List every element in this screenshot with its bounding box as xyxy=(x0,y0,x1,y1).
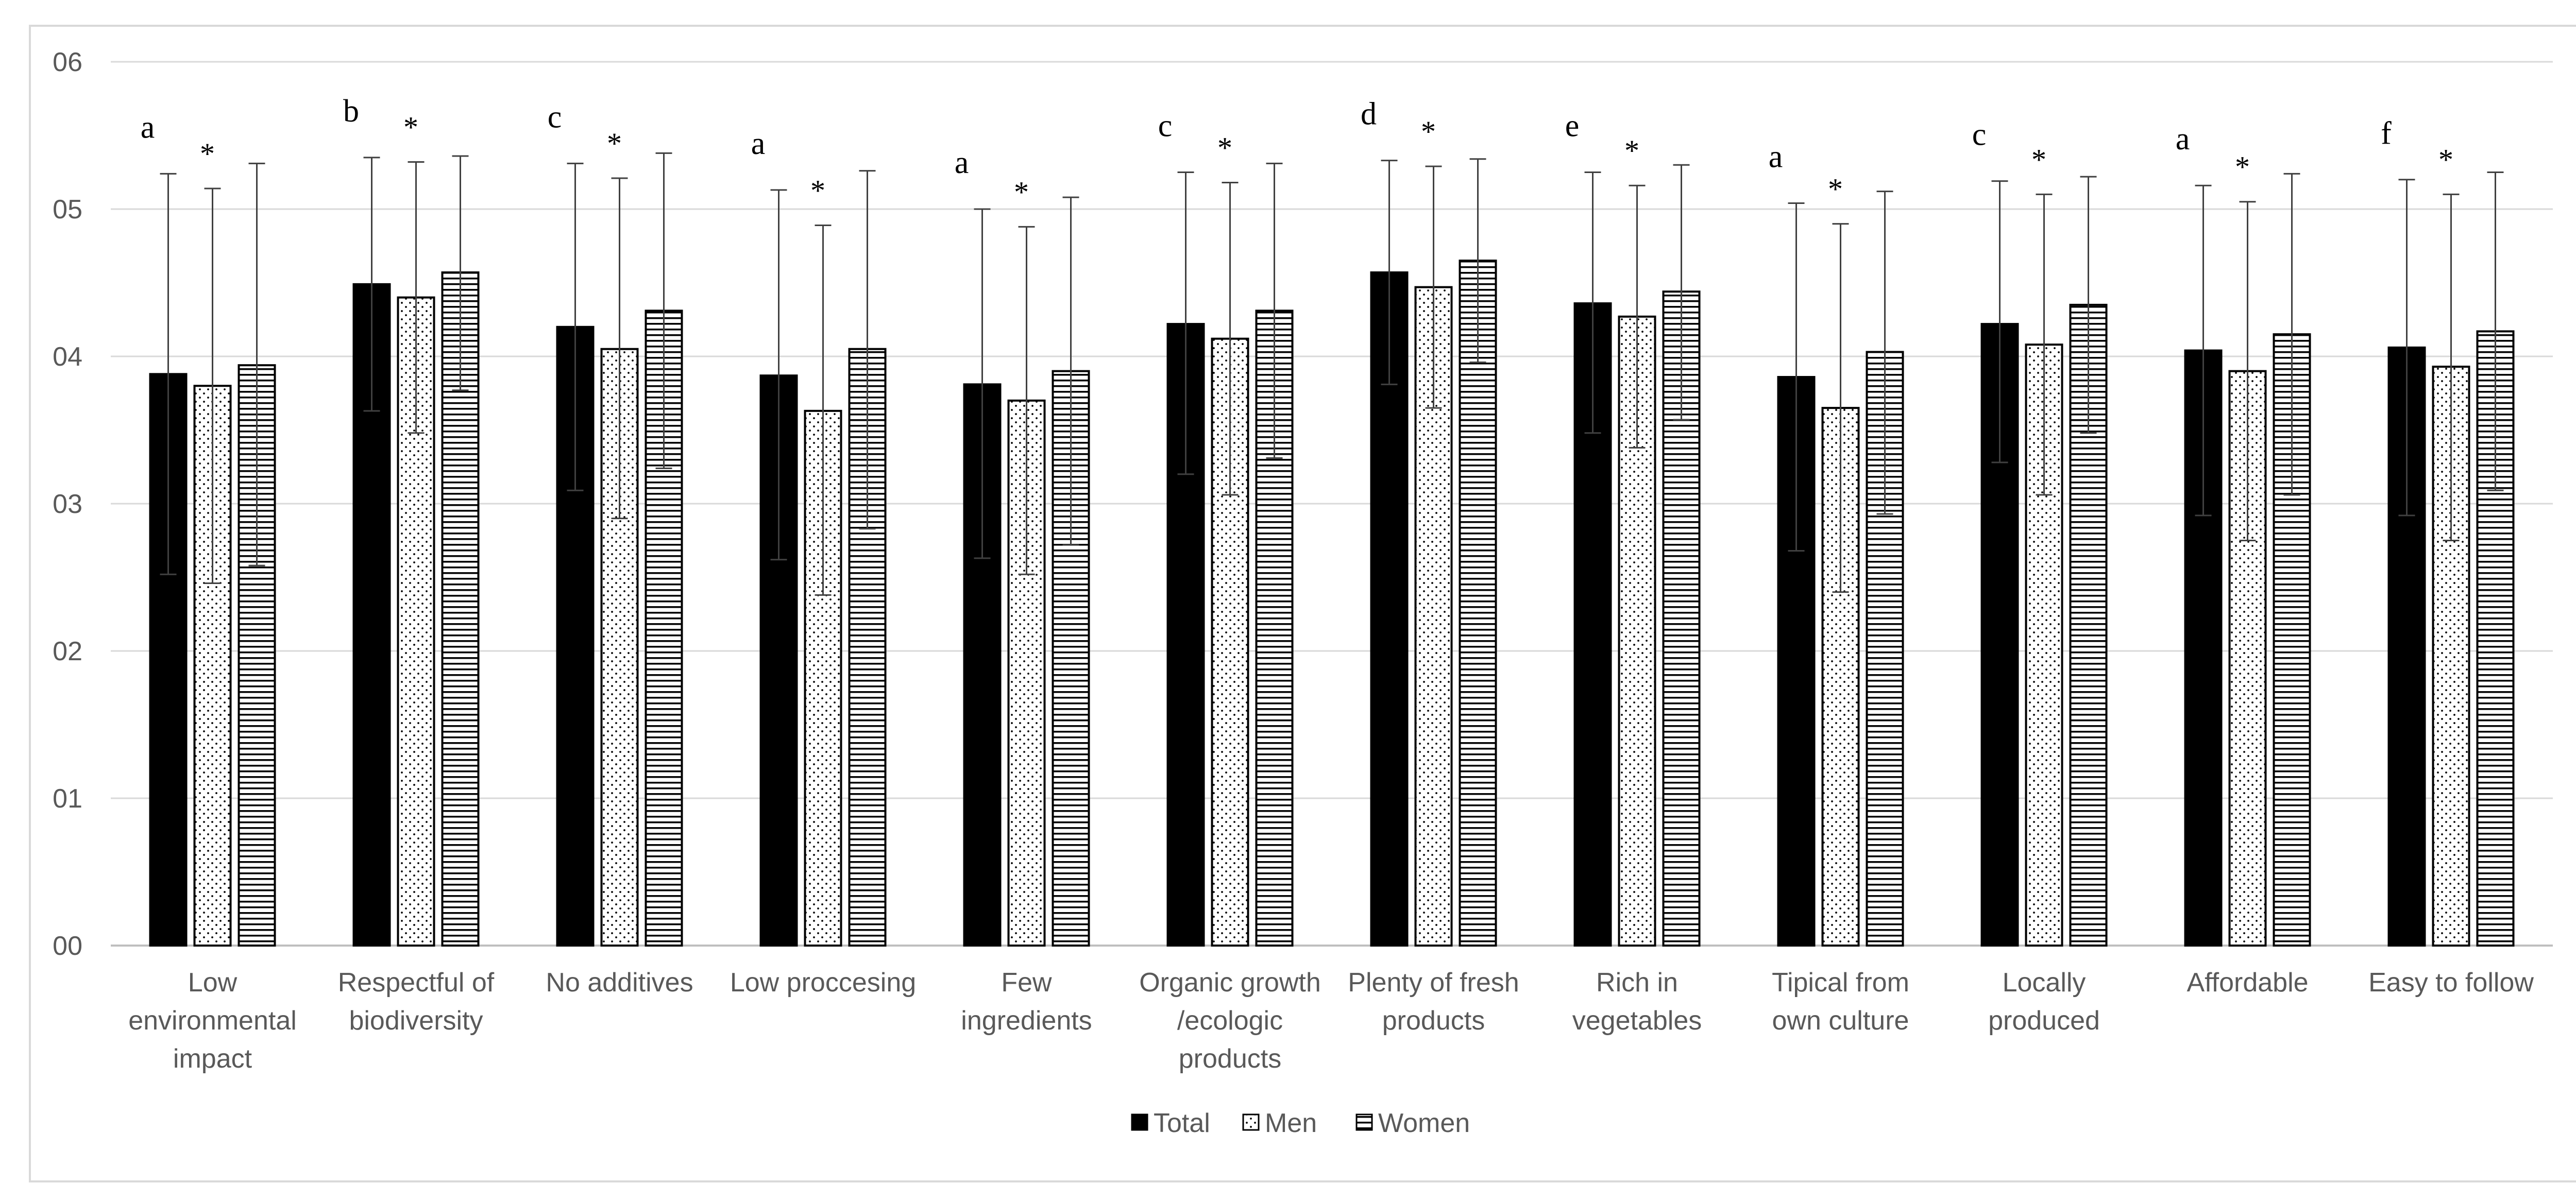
x-tick-label-line: Few xyxy=(1001,968,1052,998)
significance-star: * xyxy=(1828,173,1843,206)
significance-letter: a xyxy=(141,110,155,145)
significance-star: * xyxy=(403,110,418,144)
x-tick-label-line: Easy to follow xyxy=(2368,968,2534,998)
error-bars xyxy=(160,152,2504,596)
significance-letter: c xyxy=(1158,109,1173,144)
x-tick-label-line: No additives xyxy=(546,968,693,998)
x-tick-label-line: Affordable xyxy=(2187,968,2308,998)
legend-swatch-total xyxy=(1131,1113,1148,1131)
significance-star: * xyxy=(2438,143,2453,176)
x-tick-label: Plenty of fresh products xyxy=(1348,968,1519,1036)
legend-swatch-women xyxy=(1355,1113,1373,1131)
bar-total xyxy=(1370,271,1409,947)
significance-letter: c xyxy=(1972,117,1987,152)
significance-star: * xyxy=(2031,143,2046,176)
significance-letter: f xyxy=(2381,116,2392,151)
significance-letter: c xyxy=(548,99,562,134)
x-tick-label-line: own culture xyxy=(1772,1006,1909,1036)
significance-letter: b xyxy=(343,94,359,129)
x-tick-label: Affordable xyxy=(2187,968,2308,998)
legend-label-total: Total xyxy=(1154,1108,1210,1138)
x-tick-label-line: products xyxy=(1382,1006,1485,1036)
legend-swatch-men xyxy=(1242,1113,1260,1131)
legend: Total Men Women xyxy=(1131,1108,1470,1138)
x-tick-label-line: environmental xyxy=(128,1006,297,1036)
significance-letter: a xyxy=(955,145,969,180)
significance-letter: d xyxy=(1361,97,1377,132)
x-tick-label-line: Organic growth xyxy=(1139,968,1321,998)
y-tick-label: 02 xyxy=(53,637,82,666)
significance-letter: a xyxy=(2176,122,2190,157)
x-tick-label-line: Respectful of xyxy=(338,968,495,998)
gridlines xyxy=(111,61,2553,947)
x-tick-label-line: Plenty of fresh xyxy=(1348,968,1519,998)
x-tick-label-line: Locally xyxy=(2003,968,2086,998)
x-tick-label-line: /ecologic xyxy=(1177,1006,1283,1036)
significance-star: * xyxy=(1624,134,1639,167)
x-tick-label: Rich in vegetables xyxy=(1572,968,1702,1036)
y-tick-label: 03 xyxy=(53,489,82,519)
x-tick-label: Low environmental impact xyxy=(128,968,297,1074)
bar-women xyxy=(1459,260,1497,947)
x-tick-label-line: Low proccesing xyxy=(730,968,916,998)
x-tick-label: Easy to follow xyxy=(2368,968,2534,998)
x-tick-label-line: ingredients xyxy=(961,1006,1092,1036)
x-tick-label-line: vegetables xyxy=(1572,1006,1702,1036)
x-tick-label-line: products xyxy=(1179,1044,1281,1074)
x-tick-label-line: Rich in xyxy=(1596,968,1678,998)
x-tick-label-line: Tipical from xyxy=(1772,968,1909,998)
significance-annotations: a * b * c * a * a * c * d * e * a * c * a * f * xyxy=(141,94,2453,209)
legend-label-women: Women xyxy=(1378,1108,1470,1138)
x-axis-labels: Low environmental impact Respectful of biodi… xyxy=(128,968,2534,1074)
x-tick-label: Locally produced xyxy=(1988,968,2100,1036)
significance-letter: e xyxy=(1565,109,1580,144)
significance-star: * xyxy=(200,137,215,170)
y-tick-label: 00 xyxy=(53,931,82,961)
y-tick-label: 05 xyxy=(53,195,82,225)
significance-star: * xyxy=(2235,150,2250,184)
x-tick-label: Tipical from own culture xyxy=(1772,968,1909,1036)
x-tick-label-line: impact xyxy=(173,1044,252,1074)
x-tick-label: Respectful of biodiversity xyxy=(338,968,495,1036)
x-tick-label-line: Low xyxy=(188,968,238,998)
significance-star: * xyxy=(810,174,825,207)
bar-women xyxy=(2273,333,2311,947)
bars xyxy=(149,260,2515,947)
x-tick-label: Organic growth/ecologic products xyxy=(1139,968,1321,1074)
y-tick-label: 01 xyxy=(53,784,82,814)
significance-star: * xyxy=(1014,175,1029,209)
legend-label-men: Men xyxy=(1265,1108,1317,1138)
significance-star: * xyxy=(1217,131,1232,165)
significance-letter: a xyxy=(751,126,766,161)
significance-star: * xyxy=(1421,115,1436,148)
y-axis-ticks: 00 01 02 03 04 05 06 xyxy=(53,47,82,961)
x-tick-label: No additives xyxy=(546,968,693,998)
significance-letter: a xyxy=(1769,140,1783,175)
x-tick-label-line: biodiversity xyxy=(349,1006,483,1036)
significance-star: * xyxy=(607,127,622,160)
y-tick-label: 06 xyxy=(53,47,82,77)
bar-women xyxy=(1052,370,1090,947)
y-tick-label: 04 xyxy=(53,342,82,372)
bar-total xyxy=(1980,323,2019,947)
x-tick-label-line: produced xyxy=(1988,1006,2100,1036)
x-tick-label: Low proccesing xyxy=(730,968,916,998)
x-tick-label: Few ingredients xyxy=(961,968,1092,1036)
